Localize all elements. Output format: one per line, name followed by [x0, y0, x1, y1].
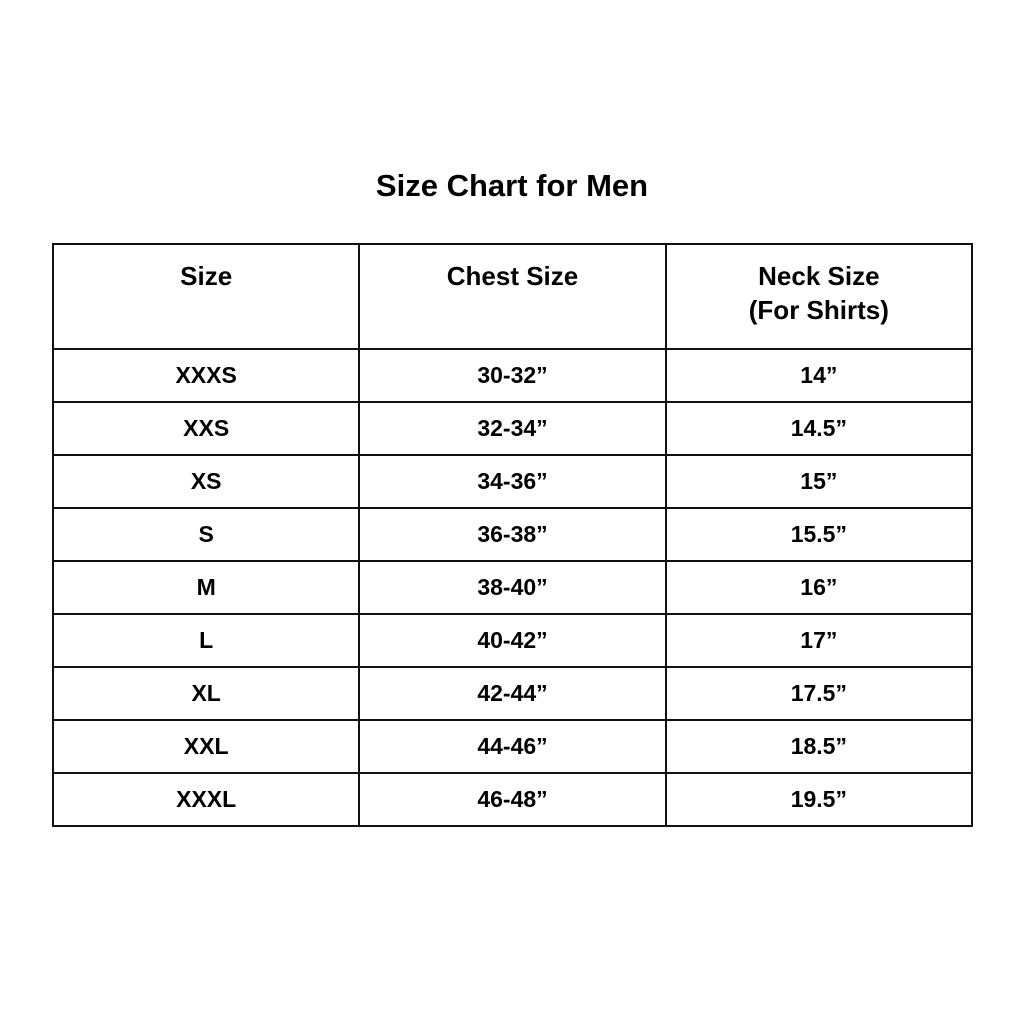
- cell-neck: 15”: [664, 454, 974, 509]
- cell-chest: 32-34”: [358, 401, 667, 456]
- table-row: XL 42-44” 17.5”: [51, 666, 974, 721]
- cell-size: XXXL: [51, 772, 361, 827]
- cell-neck: 15.5”: [664, 507, 974, 562]
- table-row: XXL 44-46” 18.5”: [51, 719, 974, 774]
- page-title: Size Chart for Men: [375, 168, 649, 203]
- table-row: XXS 32-34” 14.5”: [51, 401, 974, 456]
- size-chart-table: Size Chest Size Neck Size (For Shirts) X…: [51, 243, 974, 827]
- cell-size: XS: [51, 454, 361, 509]
- cell-size: L: [51, 613, 361, 668]
- cell-neck: 14”: [664, 348, 974, 403]
- header-size-label: Size: [180, 261, 233, 291]
- cell-neck: 17.5”: [664, 666, 974, 721]
- cell-neck: 18.5”: [664, 719, 974, 774]
- cell-neck: 16”: [664, 560, 974, 615]
- cell-chest: 46-48”: [358, 772, 667, 827]
- cell-neck: 14.5”: [664, 401, 974, 456]
- table-row: M 38-40” 16”: [51, 560, 974, 615]
- table-row: XS 34-36” 15”: [51, 454, 974, 509]
- table-row: L 40-42” 17”: [51, 613, 974, 668]
- cell-size: XL: [51, 666, 361, 721]
- cell-size: XXL: [51, 719, 361, 774]
- cell-chest: 34-36”: [358, 454, 667, 509]
- cell-size: XXS: [51, 401, 361, 456]
- cell-size: XXXS: [51, 348, 361, 403]
- header-size: Size: [51, 243, 361, 350]
- cell-chest: 36-38”: [358, 507, 667, 562]
- table-row: XXXL 46-48” 19.5”: [51, 772, 974, 827]
- cell-chest: 40-42”: [358, 613, 667, 668]
- cell-chest: 44-46”: [358, 719, 667, 774]
- cell-chest: 30-32”: [358, 348, 667, 403]
- table-row: XXXS 30-32” 14”: [51, 348, 974, 403]
- header-neck-sublabel: (For Shirts): [748, 295, 889, 325]
- cell-size: M: [51, 560, 361, 615]
- header-neck: Neck Size (For Shirts): [664, 243, 974, 350]
- cell-chest: 42-44”: [358, 666, 667, 721]
- header-chest: Chest Size: [358, 243, 667, 350]
- header-row: Size Chest Size Neck Size (For Shirts): [51, 243, 974, 350]
- cell-neck: 19.5”: [664, 772, 974, 827]
- cell-size: S: [51, 507, 361, 562]
- cell-chest: 38-40”: [358, 560, 667, 615]
- table-row: S 36-38” 15.5”: [51, 507, 974, 562]
- cell-neck: 17”: [664, 613, 974, 668]
- header-chest-label: Chest Size: [446, 261, 579, 291]
- header-neck-label: Neck Size: [758, 261, 880, 291]
